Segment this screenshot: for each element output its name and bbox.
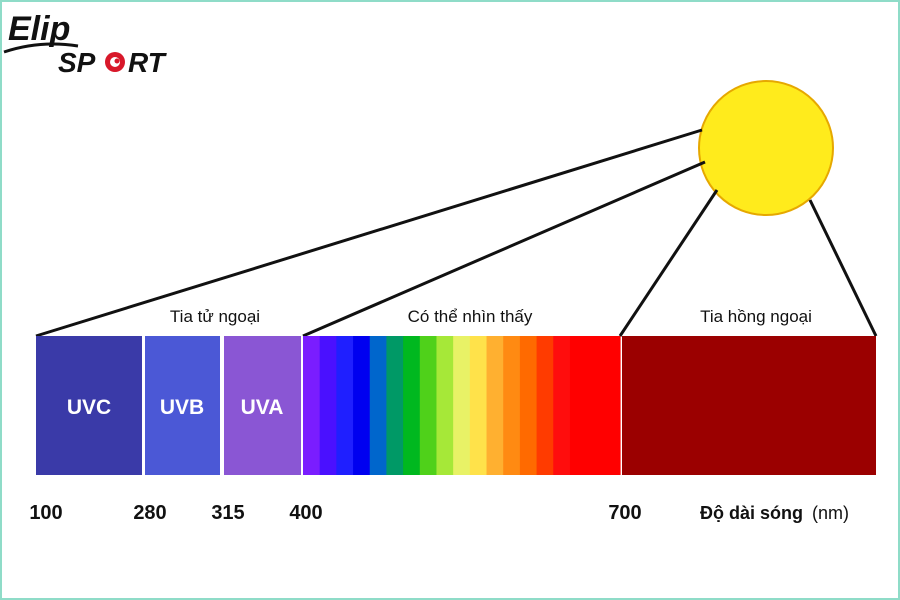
axis-title-unit: (nm) xyxy=(812,503,849,523)
spectrum-strip xyxy=(536,336,554,475)
segment-label-uvc: UVC xyxy=(67,396,111,419)
spectrum-strip xyxy=(453,336,471,475)
segment-uvc xyxy=(36,336,142,475)
ray-line-ir-start xyxy=(618,189,719,337)
ray-line-uv-start xyxy=(35,128,703,338)
logo-mark: Elip SP RT xyxy=(3,10,168,78)
band-label-uv: Tia tử ngoại xyxy=(170,307,260,326)
sun-icon xyxy=(698,80,834,216)
spectrum-strip xyxy=(353,336,371,475)
svg-text:RT: RT xyxy=(128,47,168,78)
spectrum-strip xyxy=(569,336,621,475)
spectrum-strip xyxy=(319,336,337,475)
axis-title-main: Độ dài sóng xyxy=(700,503,803,523)
logo-swoosh xyxy=(3,42,79,54)
band-label-ir: Tia hồng ngoại xyxy=(700,307,812,326)
spectrum-strip xyxy=(469,336,488,475)
spectrum-strip xyxy=(336,336,354,475)
segment-uvb xyxy=(145,336,220,475)
tick-label-280: 280 xyxy=(133,502,166,524)
ray-line-visible-start xyxy=(302,160,706,338)
spectrum-strip xyxy=(386,336,404,475)
segment-label-uvb: UVB xyxy=(160,396,204,419)
logo-elip-text: Elip xyxy=(8,10,70,48)
ray-line-ir-end xyxy=(808,199,878,337)
segment-label-uva: UVA xyxy=(241,396,284,419)
band-label-visible: Có thể nhìn thấy xyxy=(408,307,533,326)
logo-sport-text: SP xyxy=(58,47,96,78)
segment-infrared xyxy=(622,336,876,475)
spectrum-strip xyxy=(553,336,571,475)
tick-label-400: 400 xyxy=(289,502,322,524)
spectrum-strip xyxy=(369,336,388,475)
spectrum-strip xyxy=(303,336,321,475)
segment-uva xyxy=(224,336,301,475)
visible-spectrum xyxy=(303,336,621,475)
spectrum-strip xyxy=(436,336,454,475)
spectrum-strip xyxy=(503,336,521,475)
spectrum-strip xyxy=(519,336,538,475)
spectrum-strip xyxy=(403,336,421,475)
axis-title: Độ dài sóng (nm) xyxy=(700,503,849,523)
spectrum-strip xyxy=(486,336,504,475)
tick-label-315: 315 xyxy=(211,502,244,524)
tick-label-700: 700 xyxy=(608,502,641,524)
spectrum-strip xyxy=(419,336,438,475)
tick-label-100: 100 xyxy=(29,502,62,524)
elipsport-logo: Elip SP RT xyxy=(3,10,168,78)
